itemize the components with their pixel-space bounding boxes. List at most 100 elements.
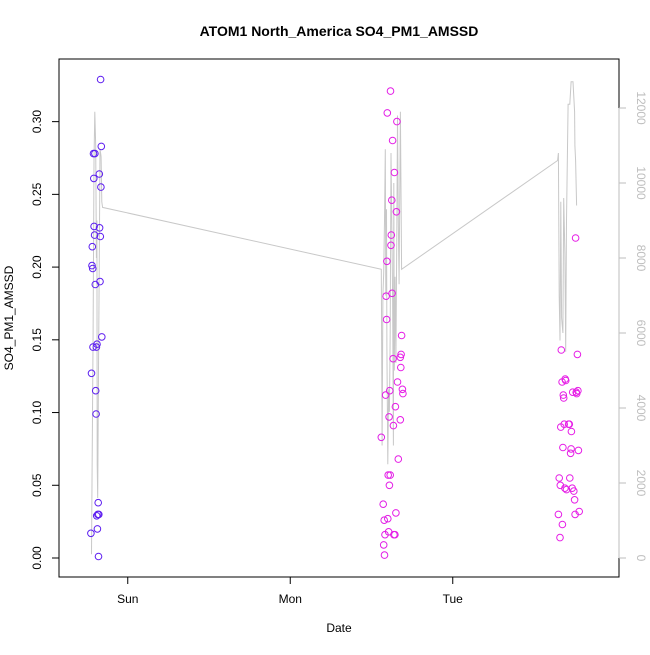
data-point bbox=[91, 386, 100, 395]
data-point bbox=[92, 512, 101, 520]
data-point bbox=[94, 498, 102, 507]
data-point bbox=[570, 487, 578, 495]
data-point bbox=[391, 530, 399, 539]
data-point bbox=[559, 443, 567, 452]
data-point bbox=[391, 402, 400, 411]
data-point bbox=[398, 385, 407, 394]
data-point bbox=[392, 208, 401, 216]
y-tick-label: 0.30 bbox=[30, 110, 44, 134]
data-point bbox=[385, 386, 394, 395]
data-point bbox=[573, 350, 582, 359]
data-point bbox=[385, 481, 394, 490]
data-point bbox=[562, 485, 571, 494]
x-tick-label: Tue bbox=[443, 592, 464, 606]
data-point bbox=[380, 516, 389, 525]
data-point bbox=[382, 292, 390, 301]
data-point bbox=[386, 471, 395, 479]
data-point bbox=[574, 386, 582, 395]
data-point bbox=[560, 420, 569, 429]
data-point bbox=[397, 350, 405, 359]
data-point bbox=[384, 471, 393, 479]
data-point bbox=[397, 363, 405, 372]
data-point bbox=[557, 346, 566, 354]
data-point bbox=[566, 449, 575, 458]
data-point bbox=[91, 149, 99, 158]
data-point bbox=[393, 117, 401, 126]
y2-tick-label: 0 bbox=[634, 555, 648, 562]
data-point bbox=[559, 391, 568, 399]
data-point bbox=[394, 455, 403, 463]
data-point bbox=[385, 413, 393, 421]
y-tick-label: 0.10 bbox=[30, 401, 44, 425]
data-point bbox=[379, 500, 388, 509]
data-point bbox=[561, 376, 570, 385]
plot-frame bbox=[58, 58, 620, 578]
data-point bbox=[97, 183, 105, 191]
data-point bbox=[574, 446, 583, 455]
data-point bbox=[568, 388, 577, 397]
data-point bbox=[95, 170, 104, 178]
data-point bbox=[571, 234, 580, 242]
data-point bbox=[98, 333, 106, 341]
data-point bbox=[567, 427, 576, 436]
x-axis-label: Date bbox=[326, 621, 352, 635]
data-point bbox=[87, 369, 96, 378]
data-point bbox=[90, 174, 98, 183]
data-point bbox=[94, 552, 103, 561]
data-point bbox=[567, 445, 575, 453]
y-tick-label: 0.15 bbox=[30, 328, 44, 352]
y2-tick-label: 12000 bbox=[634, 91, 648, 125]
data-point bbox=[93, 340, 101, 349]
line-series-path bbox=[91, 81, 578, 555]
data-point bbox=[90, 231, 99, 239]
data-point bbox=[392, 509, 400, 517]
data-point bbox=[393, 378, 402, 386]
data-point bbox=[389, 354, 397, 363]
data-point bbox=[88, 242, 97, 251]
data-point bbox=[575, 507, 584, 516]
x-tick-label: Mon bbox=[279, 592, 302, 606]
data-point bbox=[377, 433, 386, 442]
data-point bbox=[399, 389, 407, 398]
data-point bbox=[87, 529, 95, 538]
data-point bbox=[93, 525, 102, 533]
data-point bbox=[397, 331, 406, 340]
y2-tick-label: 6000 bbox=[634, 320, 648, 347]
data-point bbox=[386, 87, 395, 95]
data-point bbox=[383, 109, 392, 117]
data-point bbox=[387, 241, 395, 250]
data-point bbox=[555, 474, 564, 482]
data-point bbox=[566, 474, 574, 482]
data-point bbox=[388, 289, 396, 298]
data-point bbox=[92, 343, 101, 351]
y-tick-label: 0.00 bbox=[30, 546, 44, 570]
data-point bbox=[95, 224, 104, 232]
data-point bbox=[382, 315, 391, 324]
y-tick-label: 0.20 bbox=[30, 255, 44, 279]
data-point bbox=[561, 484, 569, 493]
y-tick-label: 0.25 bbox=[30, 182, 44, 206]
x-tick-label: Sun bbox=[117, 592, 138, 606]
data-point bbox=[396, 416, 405, 424]
y2-tick-label: 8000 bbox=[634, 245, 648, 272]
line-series bbox=[91, 81, 578, 555]
data-point bbox=[97, 142, 106, 151]
data-point bbox=[383, 257, 391, 266]
axes: 0.00 0.05 0.10 0.15 0.20 0.25 0.30 0 2000 4000 600… bbox=[30, 91, 648, 606]
y-axis-label: SO4_PM1_AMSSD bbox=[2, 265, 16, 370]
data-point bbox=[88, 264, 97, 273]
data-point bbox=[90, 222, 98, 231]
data-point bbox=[388, 136, 397, 145]
data-point bbox=[96, 232, 105, 241]
data-point bbox=[379, 541, 388, 549]
data-point bbox=[565, 420, 574, 429]
point-series bbox=[87, 75, 584, 561]
chart-title: ATOM1 North_America SO4_PM1_AMSSD bbox=[200, 23, 479, 39]
y2-tick-label: 4000 bbox=[634, 395, 648, 422]
data-point bbox=[390, 168, 399, 177]
y2-tick-label: 10000 bbox=[634, 166, 648, 200]
data-point bbox=[96, 75, 105, 84]
data-point bbox=[88, 261, 96, 270]
